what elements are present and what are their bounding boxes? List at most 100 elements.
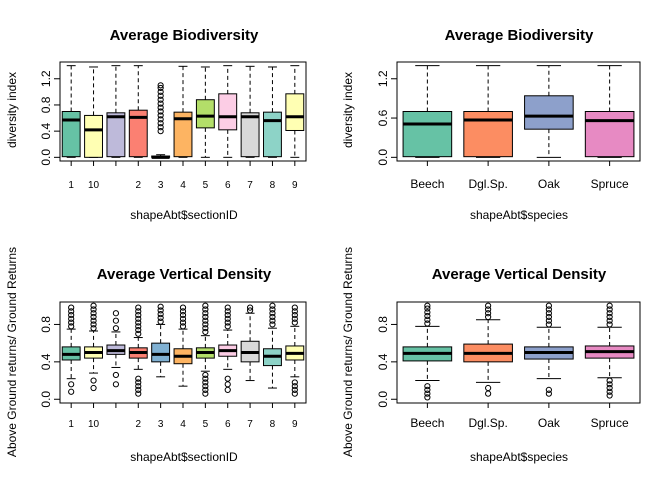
outlier-point [157,303,164,310]
outlier-point [545,386,552,394]
outlier-point [545,317,552,324]
outlier-point [202,390,209,397]
boxplot-group [195,66,215,158]
outlier-point [291,308,298,315]
outlier-point [157,92,164,99]
outlier-point [179,319,187,326]
outlier-point [606,384,613,392]
x-tick-label: 4 [180,180,186,191]
boxplot-group [402,65,453,158]
outlier-point [135,308,142,315]
boxplot-group [128,65,148,158]
outlier-point [157,120,164,127]
outlier-point [135,326,142,334]
outlier-point [424,302,431,309]
outlier-point [112,310,120,317]
outlier-point [90,377,97,384]
plot-frame [396,301,641,404]
outlier-point [291,304,298,311]
boxplot-group [151,303,171,378]
outlier-point [157,128,164,135]
outlier-point [246,304,254,311]
boxplot-group [173,304,193,387]
outlier-point [269,306,276,313]
outlier-point [606,313,613,321]
boxplot-group [584,65,635,158]
outlier-point [424,383,431,390]
outlier-point [202,379,209,386]
box [463,111,513,158]
x-tick-label: 2 [135,180,141,191]
outlier-point [269,313,276,321]
outlier-point [135,323,142,330]
box [524,95,574,130]
boxplot-group [463,302,513,397]
outlier-point [135,375,142,382]
y-tick-label: 1.2 [39,70,53,87]
boxplot-group [584,302,635,399]
boxplot-group [524,65,574,158]
box [285,93,305,131]
outlier-point [157,100,164,107]
x-tick-label: 7 [247,180,253,191]
x-tick-label: Spruce [591,177,629,191]
outlier-point [224,315,231,322]
outlier-point [224,319,231,326]
outlier-point [68,381,75,388]
x-tick-label: 3 [158,419,164,430]
boxplot-group [285,65,305,158]
x-tick-label: 7 [247,419,253,430]
outlier-point [224,386,231,394]
box [106,112,126,158]
boxplot-group [61,65,81,158]
outlier-point [224,308,231,315]
outlier-point [424,305,431,312]
plot-frame [396,61,641,162]
y-tick-label: 0.4 [39,122,53,139]
outlier-point [606,388,613,395]
y-tick-label: 0.0 [376,149,390,166]
outlier-point [157,307,164,314]
outlier-point [179,323,187,330]
x-tick-label: Beech [410,177,444,191]
outlier-point [224,311,231,319]
outlier-point [545,310,552,317]
chart-title: Average Biodiversity [110,27,259,44]
x-axis-label: shapeAbt$sectionID [130,450,238,464]
box [218,93,238,131]
outlier-point [135,319,142,326]
box [195,99,215,129]
outlier-point [135,315,142,322]
outlier-point [424,320,431,327]
boxplot-group [402,302,453,401]
outlier-point [135,390,142,397]
outlier-point [90,384,97,392]
chart-title: Average Vertical Density [432,266,607,283]
panel-biodiversity-section: Average Biodiversity shapeAbt$sectionID … [5,27,307,222]
box [240,112,260,158]
boxplot-group [84,66,103,158]
outlier-point [179,304,187,311]
chart-title: Average Biodiversity [445,27,594,44]
boxplot-group [218,65,238,158]
outlier-point [90,325,97,332]
outlier-point [424,394,431,401]
x-tick-label: 8 [270,419,276,430]
boxplot-group [524,302,574,397]
outlier-point [291,383,298,390]
outlier-point [291,311,298,319]
x-tick-label: 10 [88,180,100,191]
outlier-point [135,330,142,337]
outlier-point [606,381,613,388]
outlier-point [157,84,164,92]
outlier-point [485,310,492,317]
outlier-point [269,321,276,328]
outlier-point [202,317,209,324]
outlier-point [545,313,552,321]
boxplot-group [240,304,260,382]
outlier-point [68,323,75,330]
x-tick-label: 5 [203,180,209,191]
outlier-point [291,319,298,326]
outlier-point [291,386,298,394]
